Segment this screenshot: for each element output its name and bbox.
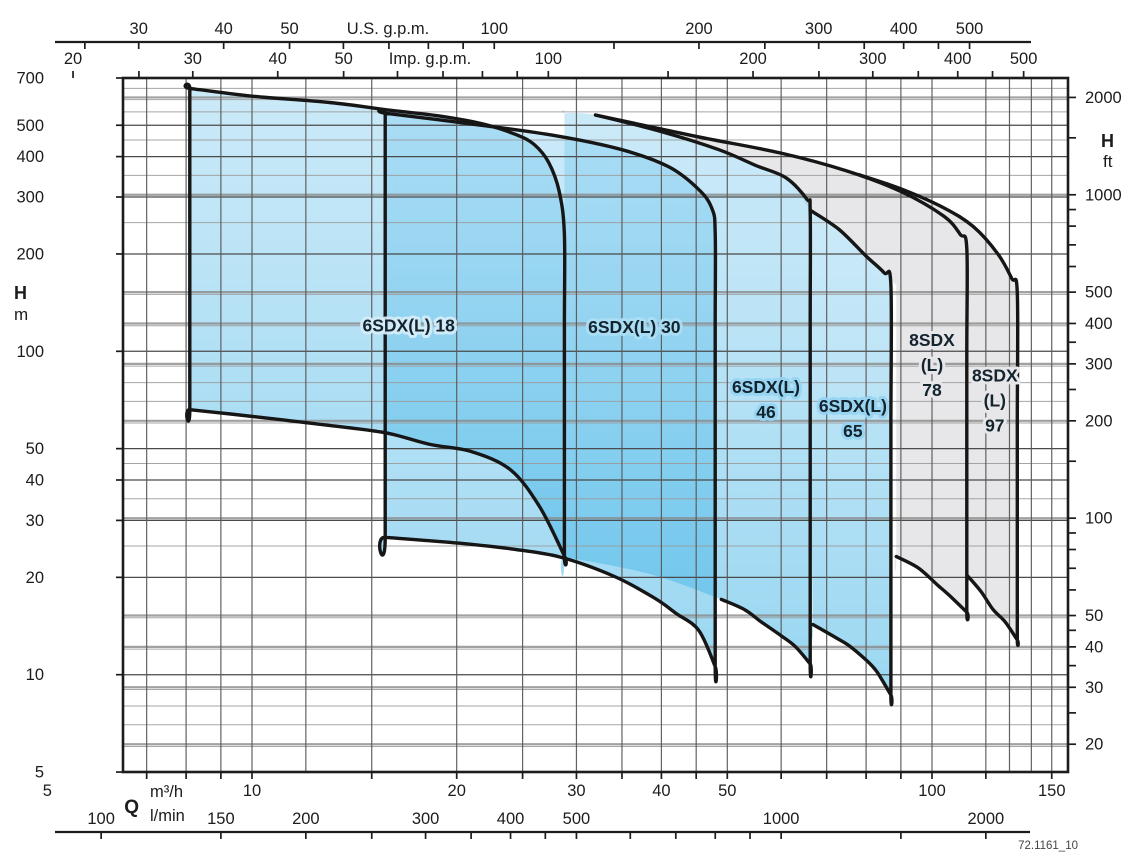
tick-label-h-m: 100 <box>16 343 44 361</box>
tick-label-us-gpm: 100 <box>480 20 508 38</box>
tick-label-h-ft: 30 <box>1085 679 1103 697</box>
grid <box>123 78 1068 772</box>
tick-label-h-ft: 400 <box>1085 315 1113 333</box>
tick-label-m3h: 20 <box>448 782 466 800</box>
region-label-6sdx-l-65: 65 <box>843 421 863 441</box>
tick-label-h-m: 300 <box>16 189 44 207</box>
axis-title-imp-gpm: Imp. g.p.m. <box>389 50 472 68</box>
envelope-6sdx-l-65-fill <box>808 203 892 705</box>
tick-label-h-m: 5 <box>35 764 44 782</box>
tick-label-l-min: 1000 <box>763 810 800 828</box>
tick-label-l-min: 400 <box>497 810 525 828</box>
tick-label-imp-gpm: 500 <box>1010 50 1038 68</box>
tick-label-h-ft: 2000 <box>1085 89 1122 107</box>
envelope-6sdx-l-18-outline <box>183 82 568 567</box>
tick-label-m3h: 100 <box>918 782 946 800</box>
tick-label-imp-gpm: 40 <box>269 50 287 68</box>
region-label-8sdx-l-97: (L) <box>984 391 1006 411</box>
tick-label-imp-gpm: 400 <box>944 50 972 68</box>
tick-label-m3h: 30 <box>567 782 585 800</box>
tick-label-us-gpm: 400 <box>890 20 918 38</box>
tick-label-h-m: 20 <box>26 569 44 587</box>
tick-label-imp-gpm: 30 <box>184 50 202 68</box>
tick-label-h-m: 200 <box>16 245 44 263</box>
region-label-6sdx-l-46: 46 <box>756 402 776 422</box>
tick-label-l-min: 300 <box>412 810 440 828</box>
axis-title-h-left: H <box>14 283 27 303</box>
axis-title-us-gpm: U.S. g.p.m. <box>347 20 430 38</box>
axis-unit-lmin: l/min <box>150 807 185 825</box>
tick-label-m3h: 5 <box>43 782 52 800</box>
tick-label-m3h: 10 <box>243 782 261 800</box>
region-labels: 8SDX (L) 97 8SDX (L) 78 6SDX(L) 18 6SDX(L) 30 6S… <box>360 313 1021 444</box>
tick-label-h-ft: 40 <box>1085 638 1103 656</box>
axis-unit-ft: ft <box>1103 152 1113 171</box>
tick-label-h-ft: 200 <box>1085 412 1113 430</box>
region-label-8sdx-l-78: 8SDX <box>909 330 955 350</box>
region-label-8sdx-l-97: 8SDX <box>972 366 1018 386</box>
tick-label-us-gpm: 50 <box>280 20 298 38</box>
tick-label-m3h: 150 <box>1038 782 1066 800</box>
axis-title-q: Q <box>124 797 139 818</box>
tick-label-h-m: 500 <box>16 117 44 135</box>
tick-label-h-m: 30 <box>26 512 44 530</box>
region-label-6sdx-l-30: 6SDX(L) 30 <box>588 317 681 337</box>
tick-label-h-ft: 50 <box>1085 607 1103 625</box>
tick-label-h-ft: 100 <box>1085 510 1113 528</box>
tick-label-h-ft: 300 <box>1085 355 1113 373</box>
tick-label-h-ft: 500 <box>1085 284 1113 302</box>
tick-label-imp-gpm: 50 <box>334 50 352 68</box>
tick-label-h-ft: 1000 <box>1085 186 1122 204</box>
tick-label-us-gpm: 500 <box>956 20 984 38</box>
axis-title-h-right: H <box>1101 131 1114 151</box>
region-label-6sdx-l-65: 6SDX(L) <box>819 396 887 416</box>
envelope-6sdx-l-30-outline <box>377 107 719 684</box>
tick-label-m3h: 50 <box>718 782 736 800</box>
tick-label-h-ft: 20 <box>1085 736 1103 754</box>
envelope-6sdx-l-46-outline <box>593 113 813 679</box>
envelope-outlines <box>183 82 1020 707</box>
tick-label-h-m: 400 <box>16 148 44 166</box>
tick-label-us-gpm: 200 <box>685 20 713 38</box>
drawing-number: 72.1161_10 <box>1018 840 1078 852</box>
tick-label-l-min: 100 <box>87 810 115 828</box>
region-label-8sdx-l-97: 97 <box>985 416 1004 436</box>
region-label-8sdx-l-78: 78 <box>922 380 942 400</box>
tick-label-h-m: 700 <box>16 70 44 88</box>
tick-label-us-gpm: 30 <box>130 20 148 38</box>
tick-label-l-min: 200 <box>292 810 320 828</box>
region-label-6sdx-l-18: 6SDX(L) 18 <box>363 316 456 336</box>
tick-label-m3h: 40 <box>652 782 670 800</box>
tick-label-h-m: 10 <box>26 666 44 684</box>
tick-label-imp-gpm: 300 <box>859 50 887 68</box>
tick-label-us-gpm: 40 <box>214 20 232 38</box>
region-label-6sdx-l-46: 6SDX(L) <box>732 377 800 397</box>
region-label-8sdx-l-78: (L) <box>921 355 943 375</box>
envelope-6sdx-l-65-outline <box>808 208 894 707</box>
tick-label-imp-gpm: 100 <box>535 50 563 68</box>
envelope-fills <box>185 84 1019 705</box>
tick-label-l-min: 150 <box>207 810 235 828</box>
axis-unit-m3h: m³/h <box>150 783 183 801</box>
tick-label-h-m: 50 <box>26 440 44 458</box>
tick-label-l-min: 2000 <box>967 810 1004 828</box>
envelope-8sdx-l-78-fill <box>584 112 969 620</box>
tick-label-us-gpm: 300 <box>805 20 833 38</box>
axis-unit-m: m <box>14 305 28 324</box>
envelope-8sdx-l-97-outline <box>856 172 1020 648</box>
tick-label-l-min: 500 <box>563 810 591 828</box>
plot-border <box>121 76 1070 774</box>
tick-label-imp-gpm: 200 <box>739 50 767 68</box>
tick-label-imp-gpm: 20 <box>64 50 82 68</box>
envelope-6sdx-l-46-fill <box>560 109 812 677</box>
tick-label-h-m: 40 <box>26 471 44 489</box>
envelope-8sdx-l-78-outline <box>593 113 970 622</box>
